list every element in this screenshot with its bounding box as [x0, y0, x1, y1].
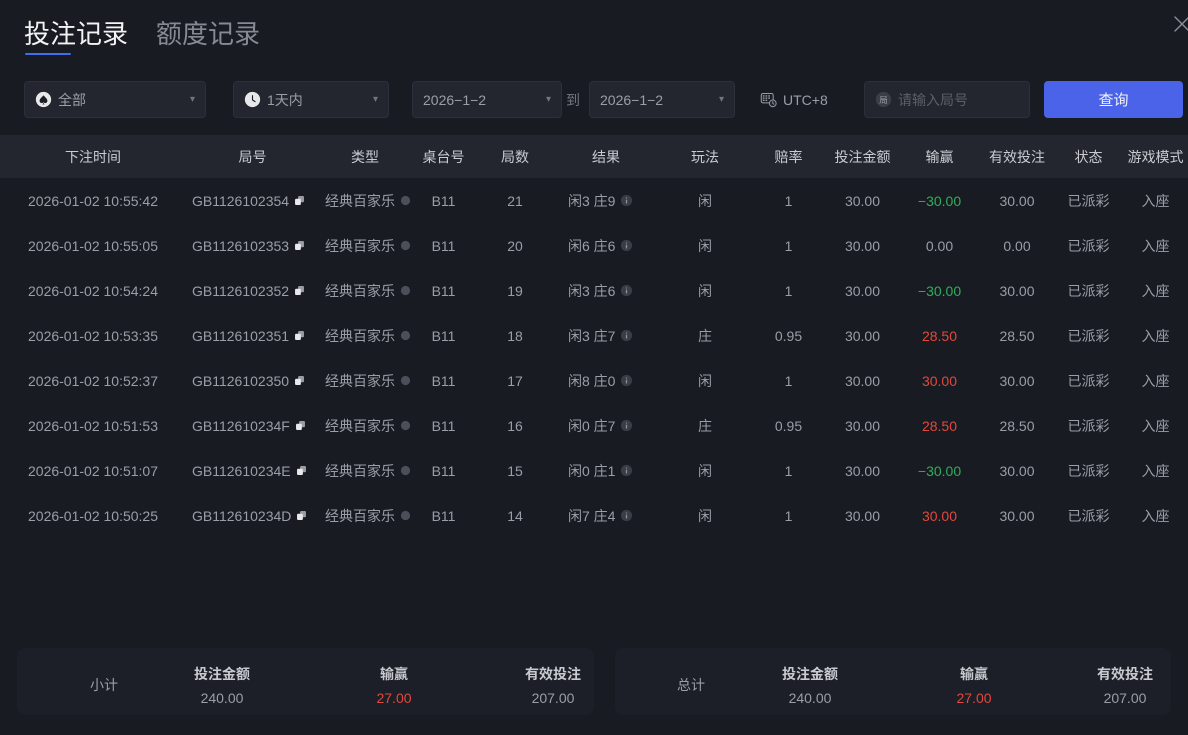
svg-text:局: 局 [879, 95, 888, 105]
